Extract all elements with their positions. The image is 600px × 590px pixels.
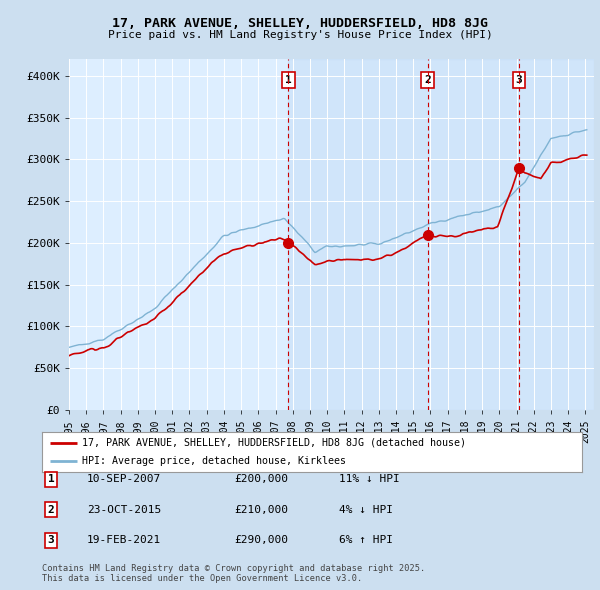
- Text: 23-OCT-2015: 23-OCT-2015: [87, 505, 161, 514]
- Text: Contains HM Land Registry data © Crown copyright and database right 2025.
This d: Contains HM Land Registry data © Crown c…: [42, 563, 425, 583]
- Text: 19-FEB-2021: 19-FEB-2021: [87, 536, 161, 545]
- Text: 10-SEP-2007: 10-SEP-2007: [87, 474, 161, 484]
- Text: 17, PARK AVENUE, SHELLEY, HUDDERSFIELD, HD8 8JG (detached house): 17, PARK AVENUE, SHELLEY, HUDDERSFIELD, …: [83, 438, 467, 448]
- Text: 11% ↓ HPI: 11% ↓ HPI: [339, 474, 400, 484]
- Text: £210,000: £210,000: [234, 505, 288, 514]
- Text: 3: 3: [515, 75, 522, 85]
- Text: £200,000: £200,000: [234, 474, 288, 484]
- Text: 4% ↓ HPI: 4% ↓ HPI: [339, 505, 393, 514]
- Text: 2: 2: [47, 505, 55, 514]
- Text: 6% ↑ HPI: 6% ↑ HPI: [339, 536, 393, 545]
- Text: 1: 1: [285, 75, 292, 85]
- Text: £290,000: £290,000: [234, 536, 288, 545]
- Text: Price paid vs. HM Land Registry's House Price Index (HPI): Price paid vs. HM Land Registry's House …: [107, 30, 493, 40]
- Text: 17, PARK AVENUE, SHELLEY, HUDDERSFIELD, HD8 8JG: 17, PARK AVENUE, SHELLEY, HUDDERSFIELD, …: [112, 17, 488, 30]
- Bar: [289, 59, 594, 410]
- Text: 1: 1: [47, 474, 55, 484]
- Text: 3: 3: [47, 536, 55, 545]
- Text: 2: 2: [424, 75, 431, 85]
- Text: HPI: Average price, detached house, Kirklees: HPI: Average price, detached house, Kirk…: [83, 456, 347, 466]
